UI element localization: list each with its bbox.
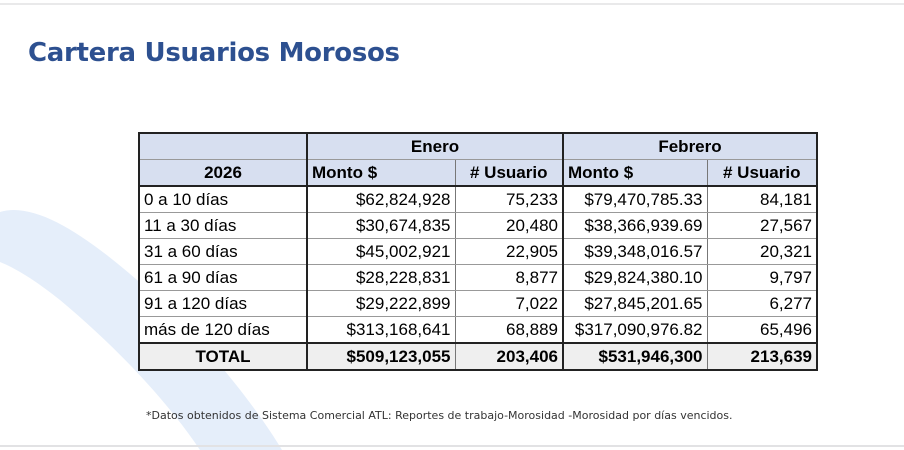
febrero-monto-cell: $317,090,976.82 <box>563 316 707 344</box>
total-row: TOTAL $509,123,055 203,406 $531,946,300 … <box>138 343 818 371</box>
febrero-usuarios-cell: 9,797 <box>706 264 818 291</box>
enero-monto-cell: $62,824,928 <box>307 186 455 213</box>
table-row: más de 120 días $313,168,641 68,889 $317… <box>138 316 818 344</box>
enero-usuarios-cell: 75,233 <box>454 186 564 213</box>
febrero-monto-cell: $38,366,939.69 <box>563 212 707 239</box>
range-cell: más de 120 días <box>138 316 308 344</box>
bottom-divider <box>0 445 904 447</box>
top-divider <box>0 3 904 5</box>
column-header-row: 2026 Monto $ # Usuario Monto $ # Usuario <box>138 159 818 187</box>
enero-monto-cell: $45,002,921 <box>307 238 455 265</box>
febrero-monto-cell: $29,824,380.10 <box>563 264 707 291</box>
column-header-usuario-enero: # Usuario <box>454 159 564 187</box>
enero-usuarios-cell: 7,022 <box>454 290 564 317</box>
total-enero-monto: $509,123,055 <box>307 343 455 371</box>
column-header-monto-febrero: Monto $ <box>563 159 707 187</box>
table-row: 61 a 90 días $28,228,831 8,877 $29,824,3… <box>138 264 818 291</box>
delinquency-table: Enero Febrero 2026 Monto $ # Usuario Mon… <box>138 132 818 371</box>
febrero-usuarios-cell: 84,181 <box>706 186 818 213</box>
range-cell: 91 a 120 días <box>138 290 308 317</box>
enero-monto-cell: $30,674,835 <box>307 212 455 239</box>
total-febrero-usuarios: 213,639 <box>706 343 818 371</box>
column-header-usuario-febrero: # Usuario <box>706 159 818 187</box>
page-title: Cartera Usuarios Morosos <box>28 38 400 68</box>
febrero-usuarios-cell: 6,277 <box>706 290 818 317</box>
enero-usuarios-cell: 20,480 <box>454 212 564 239</box>
enero-monto-cell: $28,228,831 <box>307 264 455 291</box>
source-footnote: *Datos obtenidos de Sistema Comercial AT… <box>146 409 733 422</box>
febrero-monto-cell: $39,348,016.57 <box>563 238 707 265</box>
enero-usuarios-cell: 22,905 <box>454 238 564 265</box>
month-header-row: Enero Febrero <box>138 132 818 160</box>
range-cell: 61 a 90 días <box>138 264 308 291</box>
enero-usuarios-cell: 8,877 <box>454 264 564 291</box>
total-label: TOTAL <box>138 343 308 371</box>
column-header-monto-enero: Monto $ <box>307 159 455 187</box>
year-header: 2026 <box>138 159 308 187</box>
febrero-usuarios-cell: 27,567 <box>706 212 818 239</box>
enero-monto-cell: $313,168,641 <box>307 316 455 344</box>
febrero-usuarios-cell: 65,496 <box>706 316 818 344</box>
febrero-monto-cell: $27,845,201.65 <box>563 290 707 317</box>
empty-header-cell <box>138 132 308 160</box>
month-header-enero: Enero <box>307 132 564 160</box>
table-row: 0 a 10 días $62,824,928 75,233 $79,470,7… <box>138 186 818 213</box>
range-cell: 31 a 60 días <box>138 238 308 265</box>
range-cell: 0 a 10 días <box>138 186 308 213</box>
table-row: 11 a 30 días $30,674,835 20,480 $38,366,… <box>138 212 818 239</box>
table-row: 31 a 60 días $45,002,921 22,905 $39,348,… <box>138 238 818 265</box>
febrero-usuarios-cell: 20,321 <box>706 238 818 265</box>
enero-usuarios-cell: 68,889 <box>454 316 564 344</box>
total-enero-usuarios: 203,406 <box>454 343 564 371</box>
range-cell: 11 a 30 días <box>138 212 308 239</box>
total-febrero-monto: $531,946,300 <box>563 343 707 371</box>
table-row: 91 a 120 días $29,222,899 7,022 $27,845,… <box>138 290 818 317</box>
febrero-monto-cell: $79,470,785.33 <box>563 186 707 213</box>
month-header-febrero: Febrero <box>563 132 818 160</box>
enero-monto-cell: $29,222,899 <box>307 290 455 317</box>
